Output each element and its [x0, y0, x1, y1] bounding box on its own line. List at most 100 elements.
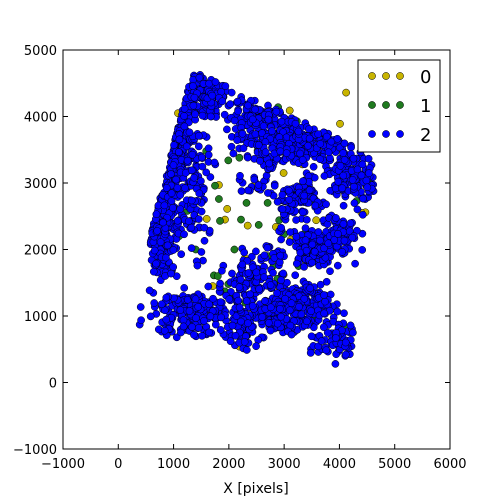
point-series-2	[261, 297, 269, 305]
point-series-2	[309, 162, 318, 171]
point-series-2	[323, 328, 332, 337]
y-tick-label: 3000	[24, 177, 57, 192]
point-series-2	[240, 338, 249, 346]
point-series-2	[320, 309, 328, 318]
point-series-2	[228, 269, 236, 278]
point-series-2	[340, 236, 349, 245]
point-series-2	[190, 173, 198, 182]
point-series-2	[277, 312, 285, 321]
point-series-1	[211, 181, 219, 190]
y-tick-label: 1000	[24, 310, 57, 325]
point-series-2	[331, 360, 340, 368]
point-series-2	[273, 319, 282, 328]
point-series-2	[339, 149, 347, 157]
point-series-2	[310, 247, 319, 256]
point-series-2	[260, 251, 269, 260]
point-series-2	[297, 310, 306, 319]
point-series-2	[321, 297, 329, 306]
point-series-2	[349, 154, 358, 163]
point-series-2	[198, 331, 206, 340]
legend-label: 0	[420, 67, 431, 88]
point-series-2	[183, 156, 192, 165]
point-series-2	[264, 319, 273, 327]
point-series-0	[336, 119, 344, 128]
point-series-2	[156, 238, 165, 246]
point-series-1	[235, 153, 244, 162]
point-series-2	[346, 321, 355, 330]
point-series-2	[180, 112, 188, 120]
point-series-2	[322, 200, 330, 209]
point-series-2	[237, 317, 245, 326]
point-series-2	[223, 125, 231, 134]
point-series-2	[187, 223, 196, 232]
point-series-2	[351, 259, 359, 268]
point-series-2	[307, 332, 316, 341]
point-series-2	[273, 289, 281, 297]
point-series-2	[162, 184, 171, 192]
point-series-2	[301, 224, 310, 232]
point-series-2	[316, 236, 324, 245]
point-series-2	[202, 168, 211, 177]
point-series-2	[358, 246, 367, 254]
point-series-2	[218, 266, 226, 275]
point-series-2	[349, 328, 357, 337]
point-series-2	[336, 161, 345, 170]
point-series-2	[197, 207, 206, 216]
point-series-2	[358, 160, 367, 169]
point-series-2	[317, 337, 326, 345]
point-series-2	[167, 170, 175, 178]
point-series-2	[233, 136, 242, 145]
point-series-2	[295, 302, 303, 311]
point-series-2	[326, 267, 334, 276]
point-series-2	[308, 258, 316, 267]
point-series-2	[291, 119, 300, 128]
point-series-2	[252, 342, 260, 351]
point-series-2	[146, 312, 155, 321]
point-series-2	[338, 184, 347, 193]
point-series-2	[264, 115, 273, 124]
x-tick-label: −1000	[41, 457, 85, 472]
point-series-2	[211, 320, 220, 329]
point-series-2	[244, 319, 252, 328]
point-series-2	[206, 312, 215, 321]
point-series-2	[254, 141, 263, 149]
point-series-2	[285, 195, 294, 204]
legend-marker	[382, 130, 390, 138]
point-series-2	[305, 134, 314, 143]
point-series-2	[306, 349, 315, 357]
point-series-2	[153, 227, 162, 235]
point-series-2	[333, 307, 342, 316]
point-series-2	[287, 330, 296, 339]
point-series-2	[195, 189, 204, 198]
point-series-2	[252, 268, 261, 277]
point-series-2	[197, 177, 205, 185]
point-series-2	[338, 248, 346, 256]
point-series-2	[235, 303, 244, 312]
point-series-2	[179, 322, 188, 331]
point-series-2	[187, 244, 196, 252]
point-series-2	[333, 134, 342, 143]
point-series-2	[176, 205, 185, 213]
legend: 0 1 2	[357, 59, 441, 153]
point-series-2	[174, 148, 183, 156]
point-series-2	[292, 259, 301, 268]
point-series-2	[172, 175, 180, 184]
point-series-1	[237, 215, 245, 224]
point-series-2	[238, 260, 247, 269]
y-tick-label: 0	[49, 377, 57, 392]
legend-label: 1	[420, 96, 431, 117]
point-series-2	[176, 191, 185, 199]
x-tick-label: 6000	[433, 457, 466, 472]
point-series-2	[358, 210, 367, 219]
point-series-2	[305, 186, 314, 195]
point-series-0	[223, 205, 232, 213]
point-series-2	[308, 240, 317, 249]
point-series-2	[286, 228, 295, 236]
axis-ticks: −1000 0 1000 2000 3000 4000 5000 6000 −1000 0 1000…	[13, 44, 467, 472]
point-series-2	[287, 299, 296, 308]
point-series-2	[331, 334, 340, 342]
legend-marker	[368, 72, 376, 80]
point-series-2	[306, 284, 314, 293]
point-series-1	[224, 156, 233, 165]
point-series-2	[236, 171, 244, 180]
